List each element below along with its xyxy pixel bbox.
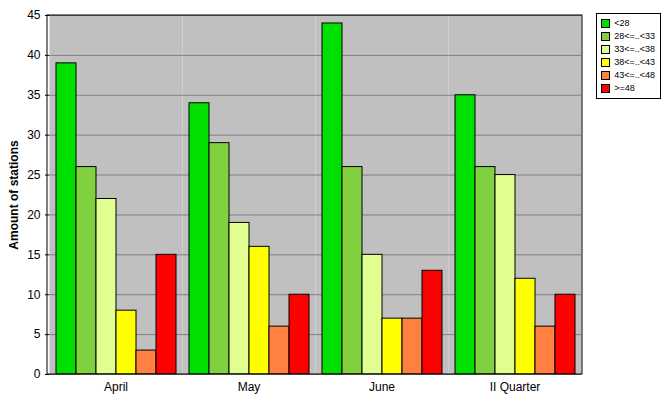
svg-text:40: 40 [27, 48, 41, 62]
svg-text:0: 0 [34, 367, 41, 381]
svg-text:35: 35 [27, 88, 41, 102]
svg-text:45: 45 [27, 8, 41, 22]
svg-text:15: 15 [27, 248, 41, 262]
html-text:>=48: >=48 [614, 83, 635, 93]
html-text:28<=..<33: 28<=..<33 [614, 31, 655, 41]
svg-text:Amount of stations: Amount of stations [7, 140, 21, 250]
svg-text:May: May [238, 380, 261, 394]
svg-text:10: 10 [27, 288, 41, 302]
html-text:38<=..<43: 38<=..<43 [614, 57, 655, 67]
svg-text:25: 25 [27, 168, 41, 182]
svg-text:II Quarter: II Quarter [490, 380, 541, 394]
svg-text:April: April [104, 380, 128, 394]
html-text:33<=..<38: 33<=..<38 [614, 44, 655, 54]
svg-text:June: June [369, 380, 395, 394]
svg-text:20: 20 [27, 208, 41, 222]
svg-text:30: 30 [27, 128, 41, 142]
html-text:<28: <28 [614, 18, 630, 28]
svg-text:5: 5 [34, 327, 41, 341]
html-text:43<=..<48: 43<=..<48 [614, 70, 655, 80]
